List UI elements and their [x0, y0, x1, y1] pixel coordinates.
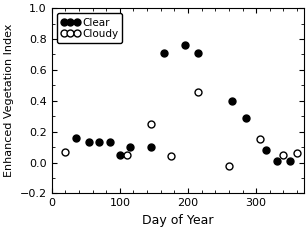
Clear — [197, 52, 200, 54]
Cloudy — [149, 123, 152, 125]
Clear — [108, 141, 111, 144]
Cloudy — [295, 152, 299, 155]
X-axis label: Day of Year: Day of Year — [142, 214, 213, 227]
Clear — [244, 116, 248, 119]
Legend: Clear, Cloudy: Clear, Cloudy — [57, 13, 122, 43]
Cloudy — [125, 153, 128, 156]
Clear — [87, 141, 91, 144]
Line: Cloudy: Cloudy — [62, 88, 301, 169]
Clear — [162, 52, 166, 54]
Cloudy — [169, 155, 173, 158]
Cloudy — [258, 138, 261, 141]
Clear — [265, 149, 268, 152]
Clear — [128, 146, 132, 149]
Cloudy — [63, 150, 67, 153]
Cloudy — [197, 90, 200, 93]
Clear — [98, 141, 101, 144]
Clear — [118, 153, 122, 156]
Clear — [149, 146, 152, 149]
Clear — [63, 30, 67, 33]
Clear — [275, 160, 278, 162]
Clear — [288, 160, 292, 162]
Cloudy — [282, 153, 285, 156]
Line: Clear: Clear — [62, 28, 294, 164]
Y-axis label: Enhanced Vegetation Index: Enhanced Vegetation Index — [4, 24, 14, 177]
Clear — [230, 99, 234, 102]
Cloudy — [227, 164, 231, 167]
Clear — [74, 137, 77, 139]
Clear — [183, 44, 186, 47]
